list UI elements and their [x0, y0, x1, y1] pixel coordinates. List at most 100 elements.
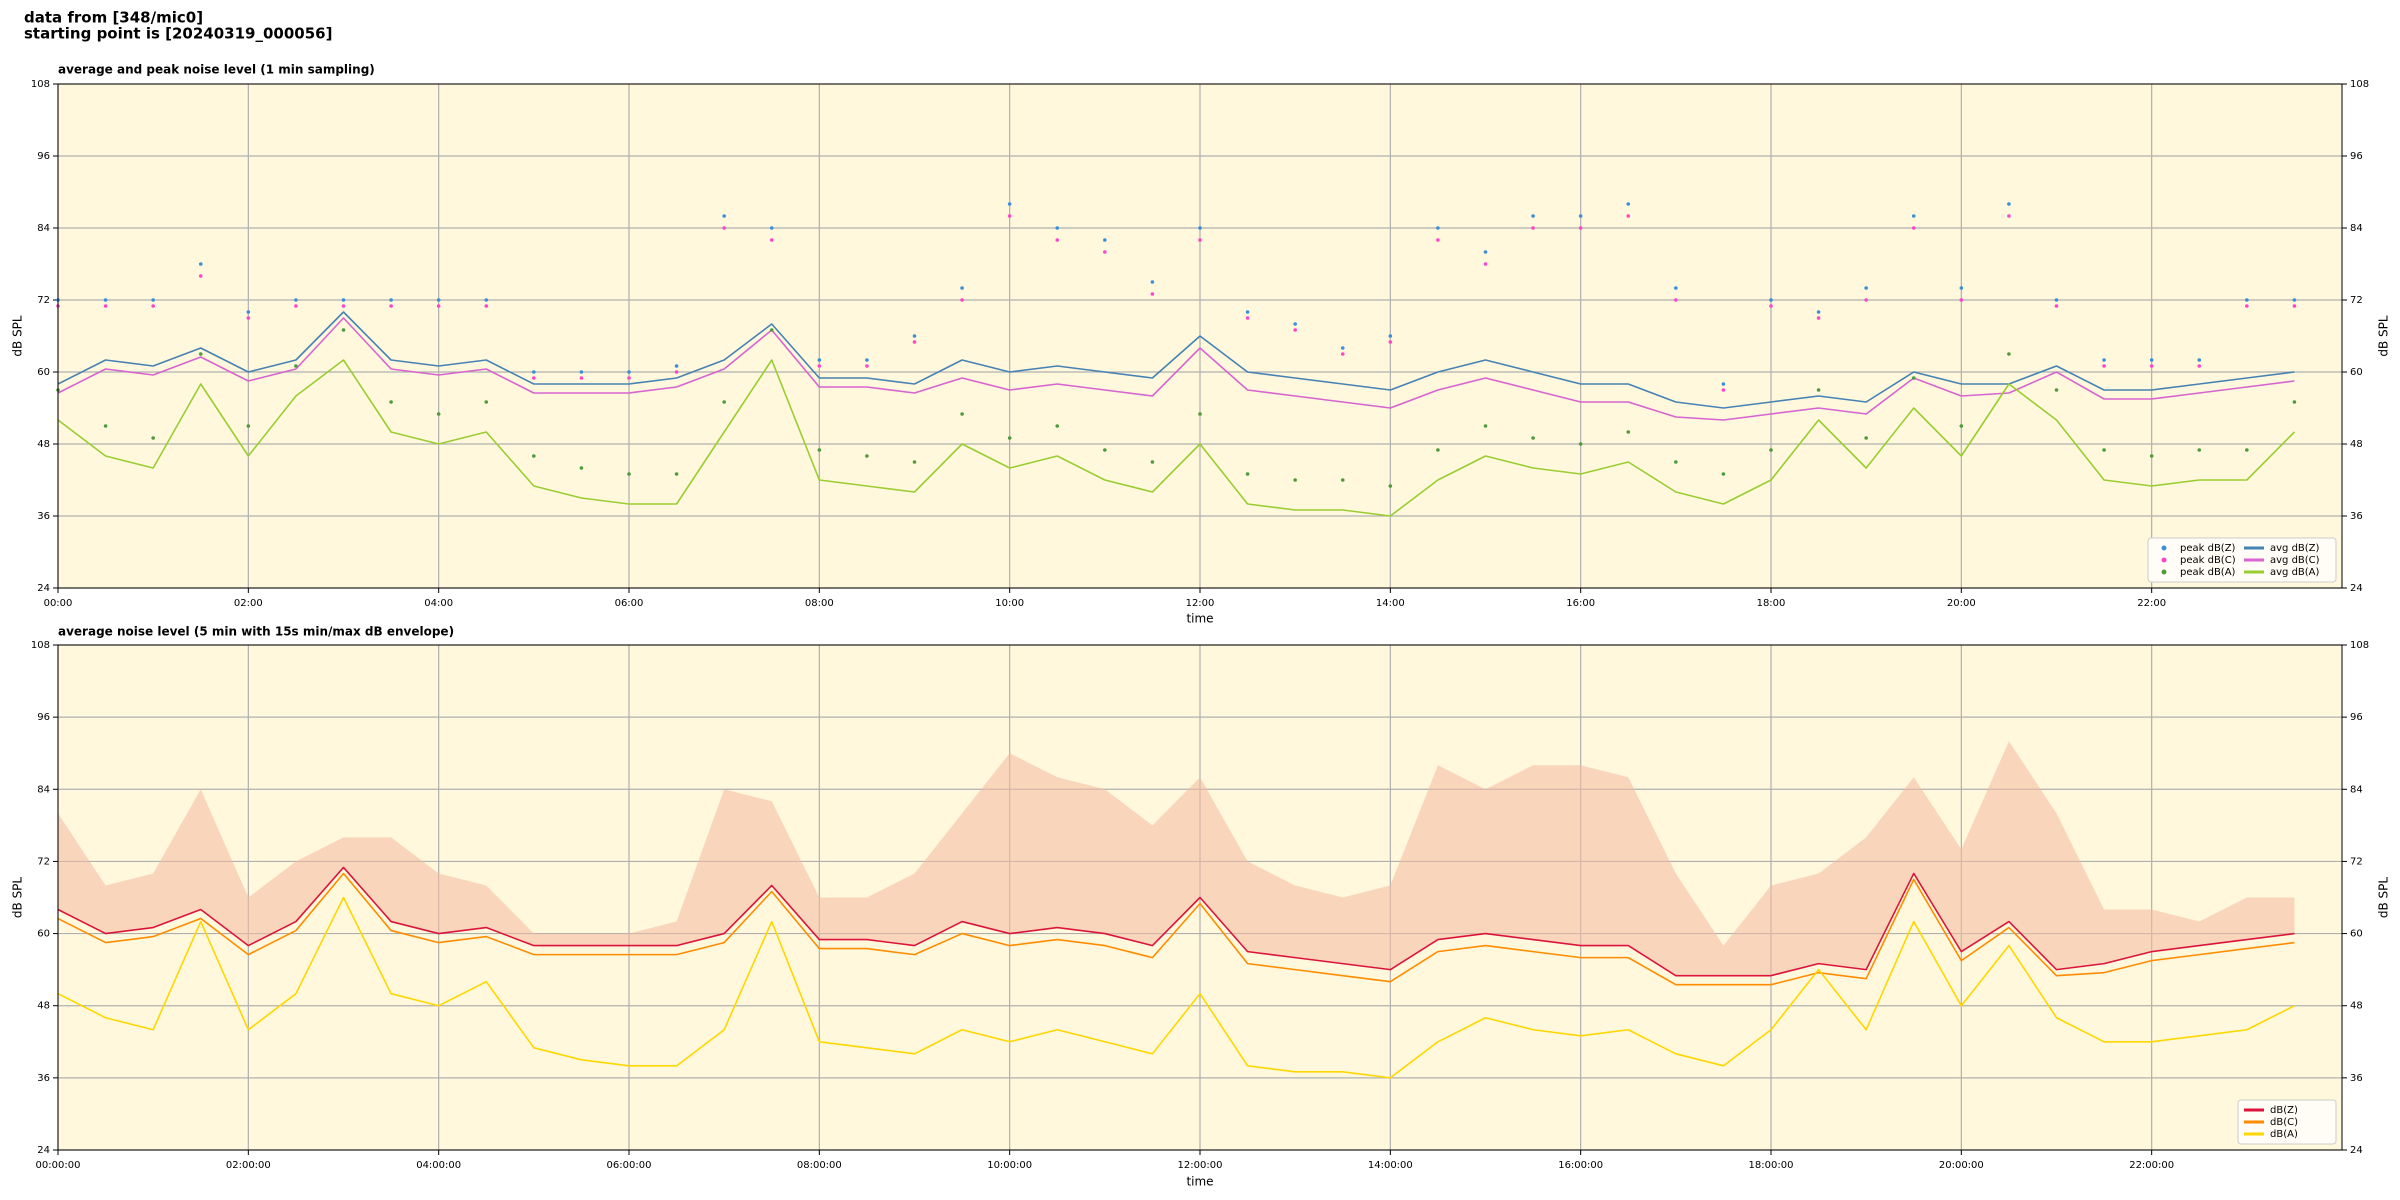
- y-axis-label: dB SPL: [11, 315, 25, 357]
- y-tick-label: 48: [37, 439, 50, 450]
- peak-point: [1864, 298, 1868, 302]
- x-axis-label: time: [1186, 612, 1213, 626]
- peak-point: [103, 424, 108, 428]
- peak-point: [1103, 448, 1107, 452]
- y-tick-label-right: 36: [2350, 511, 2363, 522]
- x-tick-label: 18:00: [1757, 598, 1786, 609]
- y-tick-label-right: 72: [2350, 856, 2363, 867]
- peak-point: [532, 370, 536, 374]
- y-tick-label: 84: [37, 223, 50, 234]
- y-tick-label: 60: [37, 929, 50, 940]
- peak-point: [1816, 310, 1821, 314]
- peak-point: [341, 328, 346, 332]
- peak-point: [436, 412, 441, 416]
- peak-point: [198, 352, 203, 356]
- y-tick-label: 72: [37, 295, 50, 306]
- peak-point: [1055, 238, 1060, 242]
- peak-point: [1626, 202, 1631, 206]
- peak-point: [246, 316, 251, 320]
- x-tick-label: 22:00:00: [2129, 1160, 2174, 1171]
- peak-point: [1959, 424, 1964, 428]
- peak-point: [1055, 424, 1060, 428]
- peak-point: [865, 358, 869, 362]
- peak-point: [960, 286, 964, 290]
- series-line: [57, 311, 2295, 409]
- peak-point: [2007, 202, 2011, 206]
- x-tick-label: 12:00:00: [1178, 1160, 1223, 1171]
- y-tick-label: 96: [37, 712, 50, 723]
- y-axis-label-right: dB SPL: [2377, 877, 2391, 919]
- x-tick-label: 06:00: [615, 598, 644, 609]
- peak-point: [579, 466, 584, 470]
- peak-point: [2054, 298, 2059, 302]
- plot-frame: [57, 83, 2343, 589]
- peak-point: [1436, 448, 1440, 452]
- peak-point: [1388, 334, 1393, 338]
- peak-point: [484, 304, 489, 308]
- peak-point: [1198, 412, 1202, 416]
- peak-point: [151, 436, 155, 440]
- plot-frame: [57, 644, 2343, 1151]
- x-tick-label: 10:00:00: [987, 1160, 1032, 1171]
- peak-point: [1959, 298, 1964, 302]
- series-line: [57, 896, 2295, 1079]
- peak-point: [532, 454, 536, 458]
- peak-point: [722, 226, 726, 230]
- chart-title: average noise level (5 min with 15s min/…: [58, 625, 454, 639]
- y-tick-label-right: 96: [2350, 151, 2363, 162]
- peak-point: [865, 454, 869, 458]
- peak-point: [1531, 226, 1535, 230]
- legend-label: peak dB(C): [2180, 555, 2236, 566]
- peak-point: [246, 424, 251, 428]
- peak-point: [294, 304, 298, 308]
- peak-point: [1483, 250, 1488, 254]
- peak-point: [1340, 352, 1345, 356]
- x-tick-label: 00:00: [44, 598, 73, 609]
- x-tick-label: 02:00: [234, 598, 263, 609]
- y-tick-label-right: 36: [2350, 1073, 2363, 1084]
- x-tick-label: 20:00: [1947, 598, 1976, 609]
- peak-point: [2197, 364, 2202, 368]
- x-tick-label: 14:00:00: [1368, 1160, 1413, 1171]
- x-tick-label: 16:00: [1566, 598, 1595, 609]
- x-tick-label: 04:00: [424, 598, 453, 609]
- peak-point: [532, 376, 536, 380]
- x-tick-label: 20:00:00: [1939, 1160, 1984, 1171]
- peak-point: [1293, 328, 1297, 332]
- peak-point: [294, 364, 298, 368]
- peak-point: [1578, 214, 1583, 218]
- peak-point: [1769, 448, 1773, 452]
- peak-point: [436, 304, 441, 308]
- peak-point: [769, 238, 774, 242]
- x-tick-label: 04:00:00: [416, 1160, 461, 1171]
- peak-point: [1674, 460, 1678, 464]
- legend-label: avg dB(A): [2270, 567, 2320, 578]
- peak-point: [579, 370, 584, 374]
- peak-point: [769, 226, 774, 230]
- peak-point: [2149, 454, 2154, 458]
- x-axis-label: time: [1186, 1175, 1213, 1189]
- peak-point: [341, 304, 346, 308]
- peak-point: [1911, 214, 1916, 218]
- legend-label: peak dB(A): [2180, 567, 2236, 578]
- x-tick-label: 12:00: [1186, 598, 1215, 609]
- y-tick-label-right: 96: [2350, 712, 2363, 723]
- y-tick-label: 24: [37, 1145, 50, 1156]
- y-tick-label-right: 48: [2350, 439, 2363, 450]
- legend-marker: [2161, 569, 2167, 575]
- peak-point: [1864, 286, 1868, 290]
- peak-point: [769, 328, 774, 332]
- y-tick-label: 48: [37, 1001, 50, 1012]
- peak-point: [1293, 322, 1297, 326]
- peak-point: [1769, 304, 1773, 308]
- y-tick-label: 108: [31, 640, 50, 651]
- peak-point: [1388, 340, 1393, 344]
- peak-point: [2245, 298, 2249, 302]
- peak-point: [2007, 352, 2011, 356]
- peak-point: [1150, 280, 1155, 284]
- legend-label: avg dB(Z): [2270, 543, 2320, 554]
- peak-point: [722, 400, 726, 404]
- peak-point: [1721, 382, 1726, 386]
- peak-point: [2149, 358, 2154, 362]
